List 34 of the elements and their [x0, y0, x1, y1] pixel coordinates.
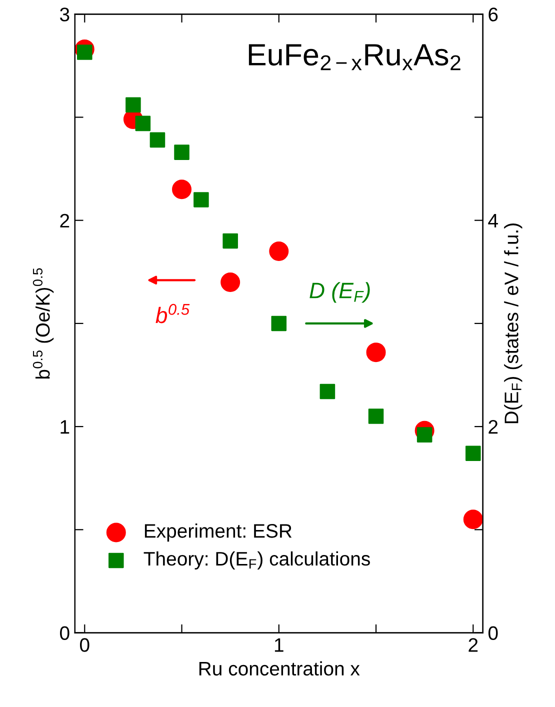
point	[269, 242, 289, 262]
legend-label: Theory: D(E$_{F}$) calculations	[144, 551, 370, 570]
point	[366, 342, 386, 362]
y-tick-label: 0	[60, 626, 70, 640]
x-tick-label: 1	[274, 638, 284, 652]
text: EuFe$_{2−x}$Ru$_{x}$As$_{2}$	[248, 44, 460, 70]
annotation: b$^{0.5}$	[156, 304, 190, 324]
point	[320, 384, 336, 400]
point	[194, 192, 209, 208]
point	[466, 446, 481, 462]
point	[126, 97, 141, 113]
point	[271, 316, 287, 332]
x-tick-label: 0	[80, 638, 90, 652]
y-tick-label: 1	[60, 420, 70, 434]
x-axis-title: Ru concentration x	[199, 661, 360, 676]
y-axis-title: b$^{0.5}$ (Oe/K)$^{0.5}$	[32, 268, 54, 379]
point	[368, 408, 384, 424]
point	[222, 233, 238, 249]
y2-tick-label: 0	[488, 626, 498, 640]
point	[150, 132, 166, 148]
x-tick-label: 2	[468, 638, 478, 652]
point	[172, 180, 192, 200]
point	[135, 116, 151, 132]
legend-label: Experiment: ESR	[144, 524, 292, 542]
point	[174, 144, 190, 160]
y2-tick-label: 4	[488, 214, 498, 228]
y2-axis-title: D(E$_{F}$) (states / eV / f.u.)	[504, 224, 522, 424]
point	[220, 272, 240, 292]
point	[463, 510, 483, 530]
y2-tick-label: 2	[488, 420, 498, 434]
y-tick-label: 3	[60, 8, 70, 22]
annotation: D (E$_{F}$)	[310, 282, 370, 303]
y2-tick-label: 6	[488, 8, 498, 22]
y-tick-label: 2	[60, 214, 70, 228]
